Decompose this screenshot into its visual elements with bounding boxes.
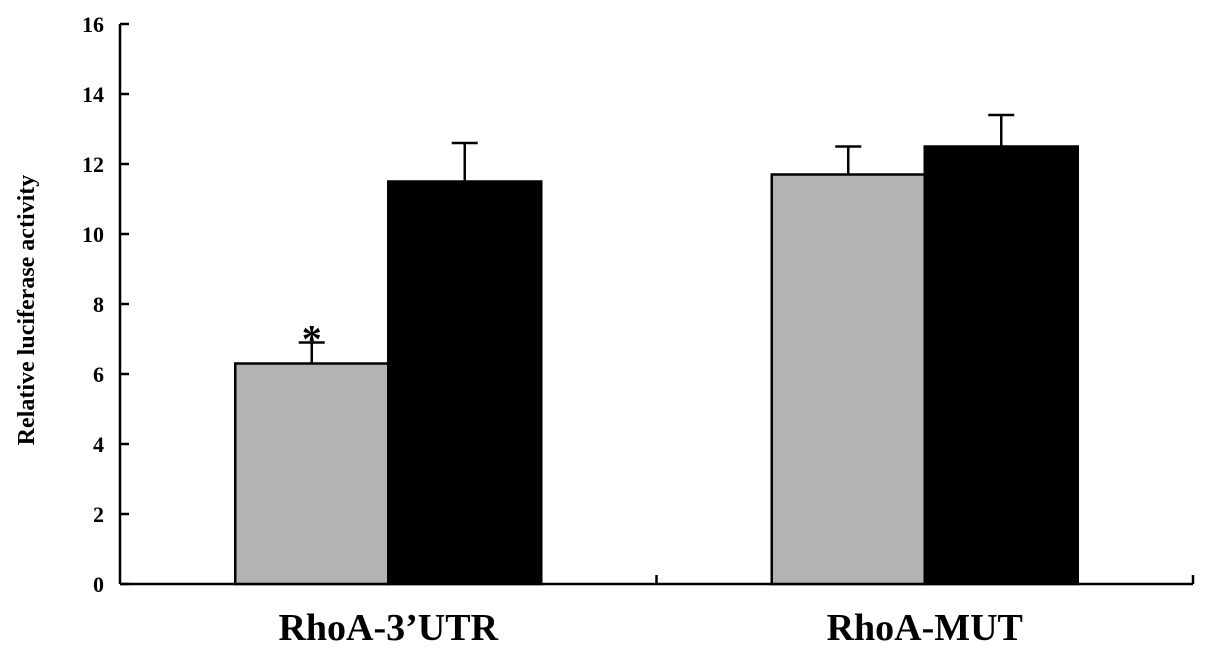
y-axis-title: Relative luciferase activity xyxy=(14,175,40,446)
significance-marker: * xyxy=(302,317,322,362)
x-category-label: RhoA-3’UTR xyxy=(278,607,498,649)
bar xyxy=(234,362,390,586)
y-tick-label: 8 xyxy=(93,292,104,317)
y-tick-label: 4 xyxy=(93,432,104,457)
y-tick-label: 16 xyxy=(82,12,104,37)
x-category-label: RhoA-MUT xyxy=(827,607,1023,649)
bar xyxy=(923,145,1079,586)
y-tick-label: 12 xyxy=(82,152,104,177)
bar xyxy=(770,173,926,586)
bar xyxy=(387,180,543,586)
y-tick-label: 14 xyxy=(82,82,104,107)
y-tick-label: 2 xyxy=(93,502,104,527)
y-tick-label: 10 xyxy=(82,222,104,247)
y-tick-label: 0 xyxy=(93,572,104,597)
y-tick-label: 6 xyxy=(93,362,104,387)
